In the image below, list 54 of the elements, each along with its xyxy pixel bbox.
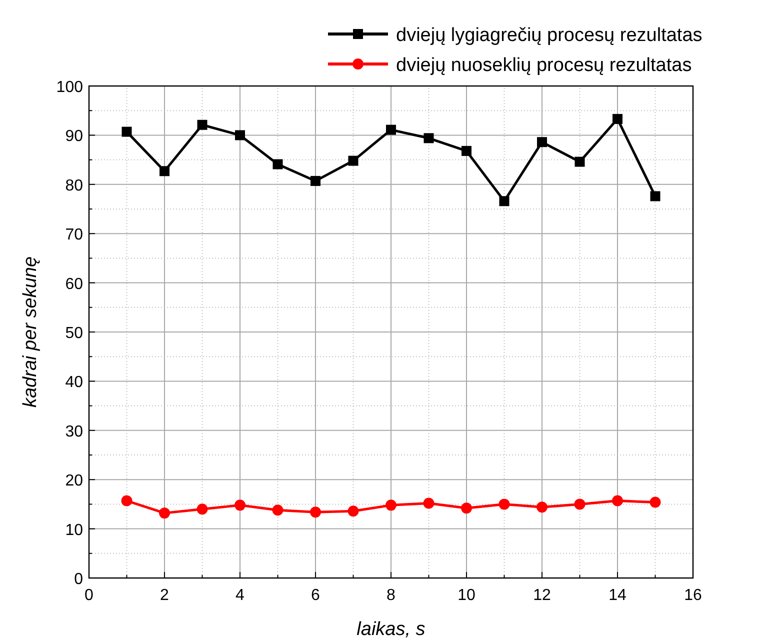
point [159,508,170,519]
legend-label: dviejų nuoseklių procesų rezultatas [396,55,692,76]
point [574,156,585,167]
point [423,498,434,509]
y-tick-label: 70 [65,226,84,244]
point [121,495,132,506]
x-tick-label: 8 [386,587,396,604]
point [196,504,208,515]
point [462,146,472,156]
legend-label: dviejų lygiagrečių procesų rezultatas [396,25,702,46]
point [650,191,660,202]
x-tick-label: 14 [608,587,626,604]
point [235,130,245,140]
point [461,502,472,514]
point [310,176,320,186]
x-tick-label: 0 [84,587,94,604]
point [160,166,170,176]
y-tick-label: 50 [65,325,84,342]
point [310,506,321,518]
point [386,124,396,135]
point [197,120,208,130]
point [386,500,396,511]
point [348,156,358,166]
x-tick-label: 10 [458,587,476,604]
point [536,502,548,513]
point [650,496,661,508]
point [537,137,547,148]
x-tick-label: 12 [533,587,551,604]
point [612,114,622,124]
point [499,196,510,206]
y-tick-label: 100 [56,79,84,96]
y-tick-label: 10 [65,522,84,539]
y-tick-label: 0 [74,571,84,588]
y-tick-label: 30 [65,423,84,440]
y-tick-label: 20 [65,472,84,490]
point [498,498,510,510]
x-tick-label: 16 [684,587,702,604]
x-tick-label: 4 [236,587,245,604]
y-tick-label: 80 [65,177,84,194]
x-tick-label: 2 [160,587,170,604]
point [272,159,283,170]
y-tick-label: 40 [65,374,84,392]
point [612,495,623,506]
x-axis-title: laikas, s [356,619,426,639]
point [272,504,284,516]
point [122,126,132,137]
point [424,133,434,144]
y-axis-title: kadrai per sekunę [20,256,41,408]
point [574,498,586,510]
point [348,506,359,517]
y-tick-label: 90 [65,128,84,146]
y-tick-label: 60 [65,276,84,293]
point [234,500,246,511]
x-tick-label: 6 [311,587,320,604]
